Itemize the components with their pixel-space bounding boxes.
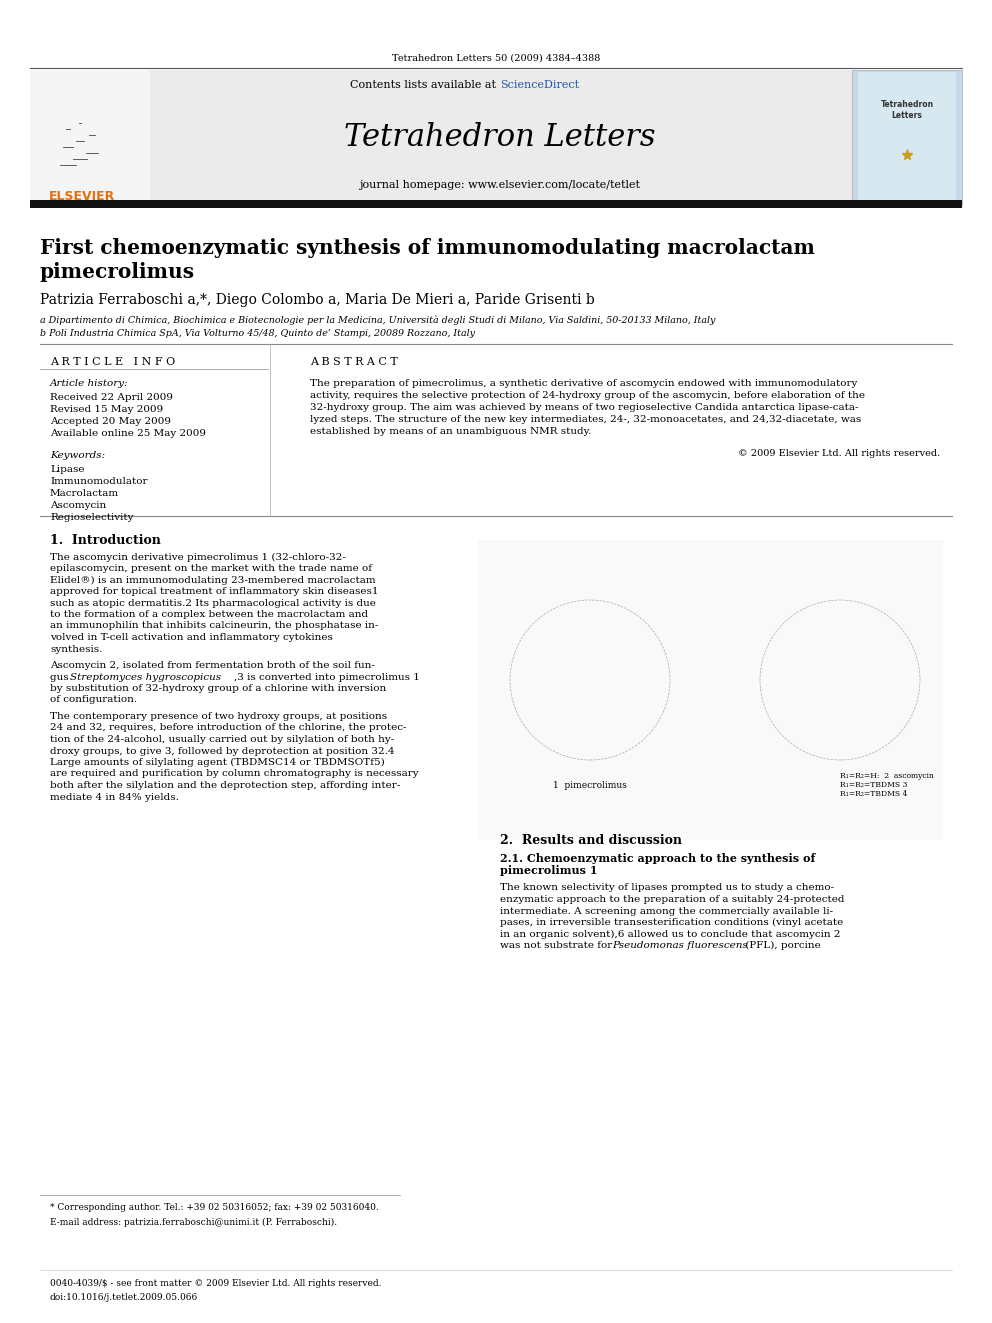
Text: enzymatic approach to the preparation of a suitably 24-protected: enzymatic approach to the preparation of… [500, 894, 844, 904]
Text: doi:10.1016/j.tetlet.2009.05.066: doi:10.1016/j.tetlet.2009.05.066 [50, 1294, 198, 1303]
Text: E-mail address: patrizia.ferraboschi@unimi.it (P. Ferraboschi).: E-mail address: patrizia.ferraboschi@uni… [50, 1217, 337, 1226]
Text: 0040-4039/$ - see front matter © 2009 Elsevier Ltd. All rights reserved.: 0040-4039/$ - see front matter © 2009 El… [50, 1279, 382, 1289]
Bar [852, 70, 962, 205]
Text: The known selectivity of lipases prompted us to study a chemo-: The known selectivity of lipases prompte… [500, 884, 834, 893]
Bar [478, 540, 943, 840]
Text: by substitution of 32-hydroxy group of a chlorine with inversion: by substitution of 32-hydroxy group of a… [50, 684, 386, 693]
Text: Revised 15 May 2009: Revised 15 May 2009 [50, 405, 164, 414]
Text: intermediate. A screening among the commercially available li-: intermediate. A screening among the comm… [500, 906, 833, 916]
Text: both after the silylation and the deprotection step, affording inter-: both after the silylation and the deprot… [50, 781, 400, 790]
Text: A R T I C L E   I N F O: A R T I C L E I N F O [50, 357, 176, 366]
Bar [30, 70, 962, 205]
Text: ScienceDirect: ScienceDirect [500, 79, 579, 90]
Text: to the formation of a complex between the macrolactam and: to the formation of a complex between th… [50, 610, 368, 619]
Text: Streptomyces hygroscopicus: Streptomyces hygroscopicus [70, 672, 221, 681]
Text: First chemoenzymatic synthesis of immunomodulating macrolactam: First chemoenzymatic synthesis of immuno… [40, 238, 814, 258]
Text: ELSEVIER: ELSEVIER [49, 189, 115, 202]
Text: ,3 is converted into pimecrolimus 1: ,3 is converted into pimecrolimus 1 [234, 672, 420, 681]
Text: 32-hydroxy group. The aim was achieved by means of two regioselective Candida an: 32-hydroxy group. The aim was achieved b… [310, 402, 858, 411]
Text: in an organic solvent),6 allowed us to conclude that ascomycin 2: in an organic solvent),6 allowed us to c… [500, 930, 840, 938]
Text: Ascomycin: Ascomycin [50, 501, 106, 511]
Text: are required and purification by column chromatography is necessary: are required and purification by column … [50, 770, 419, 778]
Text: pimecrolimus: pimecrolimus [40, 262, 195, 282]
Text: R₁=R₂=H:  2  ascomycin
R₁=R₂=TBDMS 3
R₁=R₂=TBDMS 4: R₁=R₂=H: 2 ascomycin R₁=R₂=TBDMS 3 R₁=R₂… [840, 771, 933, 798]
Text: 1.  Introduction: 1. Introduction [50, 533, 161, 546]
Text: mediate 4 in 84% yields.: mediate 4 in 84% yields. [50, 792, 179, 802]
Text: 1  pimecrolimus: 1 pimecrolimus [554, 781, 627, 790]
Text: Macrolactam: Macrolactam [50, 490, 119, 499]
Text: 2.  Results and discussion: 2. Results and discussion [500, 833, 682, 847]
Text: pases, in irreversible transesterification conditions (vinyl acetate: pases, in irreversible transesterificati… [500, 918, 843, 927]
Text: 2.1. Chemoenzymatic approach to the synthesis of: 2.1. Chemoenzymatic approach to the synt… [500, 852, 815, 864]
Bar [30, 70, 150, 205]
Text: Ascomycin 2, isolated from fermentation broth of the soil fun-: Ascomycin 2, isolated from fermentation … [50, 662, 375, 669]
Text: Immunomodulator: Immunomodulator [50, 478, 148, 487]
Bar [858, 71, 956, 200]
Text: pimecrolimus 1: pimecrolimus 1 [500, 864, 597, 876]
Text: Pseudomonas fluorescens: Pseudomonas fluorescens [612, 941, 748, 950]
Text: synthesis.: synthesis. [50, 644, 102, 654]
Text: Lipase: Lipase [50, 466, 84, 475]
Text: Regioselectivity: Regioselectivity [50, 513, 134, 523]
Text: was not substrate for: was not substrate for [500, 941, 615, 950]
Text: Tetrahedron Letters: Tetrahedron Letters [344, 123, 656, 153]
Text: Patrizia Ferraboschi a,*, Diego Colombo a, Maria De Mieri a, Paride Grisenti b: Patrizia Ferraboschi a,*, Diego Colombo … [40, 292, 595, 307]
Text: Received 22 April 2009: Received 22 April 2009 [50, 393, 173, 401]
Text: (PFL), porcine: (PFL), porcine [742, 941, 820, 950]
Text: Elidel®) is an immunomodulating 23-membered macrolactam: Elidel®) is an immunomodulating 23-membe… [50, 576, 376, 585]
Text: Article history:: Article history: [50, 378, 129, 388]
Text: The contemporary presence of two hydroxy groups, at positions: The contemporary presence of two hydroxy… [50, 712, 387, 721]
Text: such as atopic dermatitis.2 Its pharmacological activity is due: such as atopic dermatitis.2 Its pharmaco… [50, 598, 376, 607]
Text: * Corresponding author. Tel.: +39 02 50316052; fax: +39 02 50316040.: * Corresponding author. Tel.: +39 02 503… [50, 1204, 379, 1212]
Text: Available online 25 May 2009: Available online 25 May 2009 [50, 429, 206, 438]
Text: Tetrahedron Letters 50 (2009) 4384–4388: Tetrahedron Letters 50 (2009) 4384–4388 [392, 53, 600, 62]
Text: journal homepage: www.elsevier.com/locate/tetlet: journal homepage: www.elsevier.com/locat… [359, 180, 641, 191]
Text: lyzed steps. The structure of the new key intermediates, 24-, 32-monoacetates, a: lyzed steps. The structure of the new ke… [310, 414, 861, 423]
Text: activity, requires the selective protection of 24-hydroxy group of the ascomycin: activity, requires the selective protect… [310, 390, 865, 400]
Text: of configuration.: of configuration. [50, 696, 137, 705]
Text: a Dipartimento di Chimica, Biochimica e Biotecnologie per la Medicina, Universit: a Dipartimento di Chimica, Biochimica e … [40, 315, 715, 324]
Text: Tetrahedron
Letters: Tetrahedron Letters [881, 101, 933, 119]
Text: gus: gus [50, 672, 71, 681]
Text: approved for topical treatment of inflammatory skin diseases1: approved for topical treatment of inflam… [50, 587, 379, 595]
Bar [30, 200, 962, 208]
Text: volved in T-cell activation and inflammatory cytokines: volved in T-cell activation and inflamma… [50, 632, 333, 642]
Text: © 2009 Elsevier Ltd. All rights reserved.: © 2009 Elsevier Ltd. All rights reserved… [738, 448, 940, 458]
Text: established by means of an unambiguous NMR study.: established by means of an unambiguous N… [310, 426, 591, 435]
Text: A B S T R A C T: A B S T R A C T [310, 357, 398, 366]
Text: The preparation of pimecrolimus, a synthetic derivative of ascomycin endowed wit: The preparation of pimecrolimus, a synth… [310, 378, 857, 388]
Text: 24 and 32, requires, before introduction of the chlorine, the protec-: 24 and 32, requires, before introduction… [50, 724, 407, 733]
Text: epilascomycin, present on the market with the trade name of: epilascomycin, present on the market wit… [50, 564, 372, 573]
Text: The ascomycin derivative pimecrolimus 1 (32-chloro-32-: The ascomycin derivative pimecrolimus 1 … [50, 553, 346, 561]
Text: Large amounts of silylating agent (TBDMSC14 or TBDMSOTf5): Large amounts of silylating agent (TBDMS… [50, 758, 385, 767]
Text: Contents lists available at: Contents lists available at [350, 79, 500, 90]
Text: Accepted 20 May 2009: Accepted 20 May 2009 [50, 417, 171, 426]
Text: tion of the 24-alcohol, usually carried out by silylation of both hy-: tion of the 24-alcohol, usually carried … [50, 736, 394, 744]
Text: an immunophilin that inhibits calcineurin, the phosphatase in-: an immunophilin that inhibits calcineuri… [50, 622, 378, 631]
Text: b Poli Industria Chimica SpA, Via Volturno 45/48, Quinto de’ Stampi, 20089 Rozza: b Poli Industria Chimica SpA, Via Voltur… [40, 328, 475, 337]
Text: Keywords:: Keywords: [50, 451, 105, 460]
Text: droxy groups, to give 3, followed by deprotection at position 32.4: droxy groups, to give 3, followed by dep… [50, 746, 395, 755]
